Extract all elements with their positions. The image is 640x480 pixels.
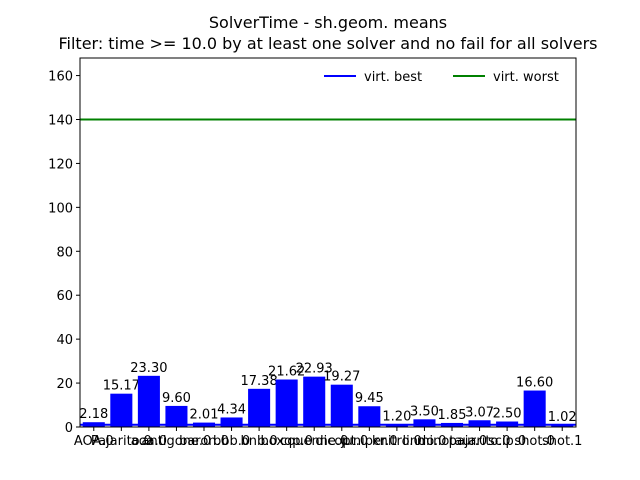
x-tick-label: minotaur.0: [417, 434, 487, 449]
x-tick-label: AOA.0: [74, 434, 114, 449]
data-label: 4.34: [217, 402, 246, 417]
data-label: 1.02: [548, 410, 577, 425]
y-tick-label: 60: [56, 289, 73, 304]
x-tick-label: aoa.0: [131, 434, 167, 449]
plot-area: 0 20 40 60 80 100 120 140 160 2.18 AOA.0 15.17 Pajar…: [48, 70, 582, 449]
data-label: 3.07: [465, 405, 494, 420]
y-tick-label: 140: [48, 114, 73, 129]
data-label: 15.17: [103, 379, 140, 394]
legend-label-virt-best: virt. best: [364, 70, 422, 85]
bar: [303, 376, 326, 427]
data-label: 17.38: [241, 374, 278, 389]
data-label: 19.27: [323, 370, 360, 385]
x-tick-label: shot.0: [514, 434, 554, 449]
y-tick-label: 120: [48, 157, 73, 172]
data-label: 22.93: [296, 362, 333, 377]
x-tick-label: couenne.0: [280, 434, 348, 449]
x-tick-label: boxqp.0: [260, 434, 312, 449]
x-tick-label: shot.1: [542, 434, 582, 449]
bar: [358, 406, 381, 427]
bar: [137, 375, 160, 427]
x-tick-label: juniper.0: [340, 434, 398, 449]
x-tick-label: lindo.0: [403, 434, 447, 449]
y-tick-label: 100: [48, 201, 73, 216]
data-label: 9.60: [162, 391, 191, 406]
data-label: 2.01: [190, 408, 219, 423]
x-tick-label: dicopt.0: [315, 434, 368, 449]
data-label: 23.30: [130, 361, 167, 376]
bar: [468, 420, 491, 427]
x-tick-label: pajarito.0: [449, 434, 511, 449]
bar: [413, 419, 436, 427]
y-tick-label: 160: [48, 70, 73, 85]
x-tick-label: knitro.0: [372, 434, 422, 449]
bar: [523, 390, 546, 427]
x-tick-label: Pajarito.0: [91, 434, 152, 449]
bar: [551, 424, 574, 427]
x-tick-label: antigone.0: [142, 434, 212, 449]
bar: [330, 384, 353, 427]
data-label: 3.50: [410, 404, 439, 419]
bar: [275, 379, 298, 427]
data-label: 2.18: [79, 407, 108, 422]
y-tick-label: 20: [56, 377, 73, 392]
bar: [220, 417, 243, 427]
x-tick-label: baron.0: [179, 434, 229, 449]
y-tick-label: 80: [56, 245, 73, 260]
bar: [248, 388, 271, 427]
y-tick-label: 40: [56, 333, 73, 348]
data-label: 1.85: [438, 408, 467, 423]
data-label: 21.62: [268, 365, 305, 380]
legend: virt. best virt. worst: [324, 70, 559, 85]
bar: [110, 393, 133, 427]
chart-subtitle: Filter: time >= 10.0 by at least one sol…: [58, 34, 597, 53]
x-tick-label: bnb.0: [241, 434, 278, 449]
axes-frame: [79, 57, 577, 428]
x-tick-label: scip.0: [488, 434, 526, 449]
chart-title: SolverTime - sh.geom. means: [209, 13, 447, 32]
bar: [165, 405, 188, 427]
y-tick-label: 0: [65, 421, 73, 436]
data-label: 2.50: [493, 407, 522, 422]
x-tick-label: bbb.0: [213, 434, 250, 449]
data-label: 9.45: [355, 391, 384, 406]
data-label: 1.20: [382, 409, 411, 424]
data-label: 16.60: [516, 376, 553, 391]
legend-label-virt-worst: virt. worst: [493, 70, 559, 85]
